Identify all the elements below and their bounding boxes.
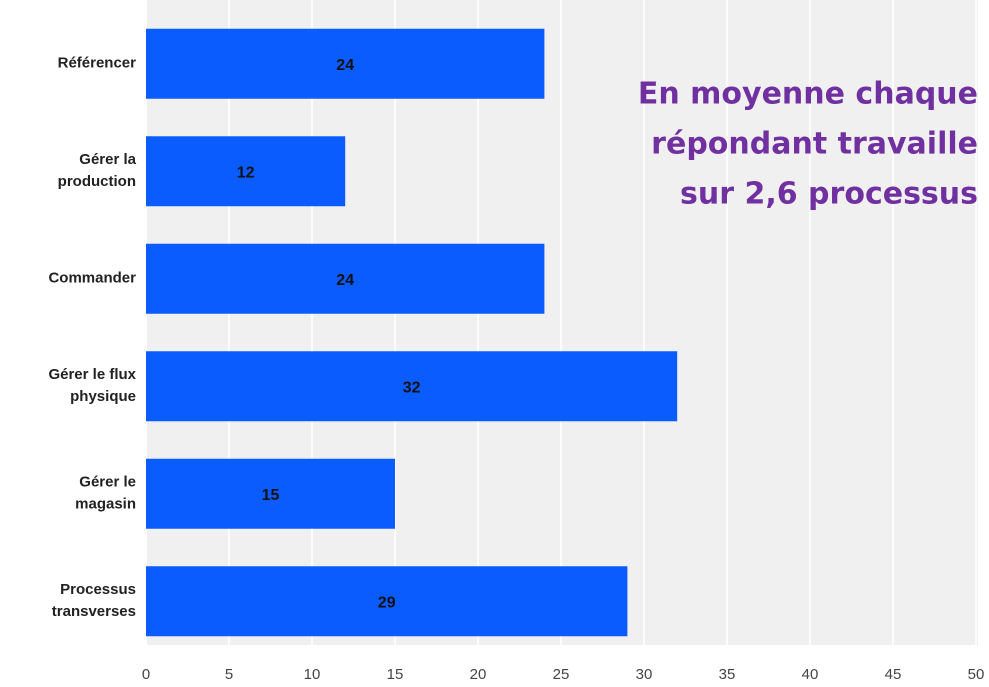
x-tick-label: 20 [470,666,487,683]
value-label: 15 [262,487,280,504]
value-label: 32 [403,379,421,396]
annotation: sur 2,6 processus [680,177,978,212]
x-tick-label: 50 [968,666,985,683]
value-label: 29 [378,594,396,611]
bar [146,351,678,422]
value-label: 12 [237,164,255,181]
value-label: 24 [336,57,354,74]
value-label: 24 [336,272,354,289]
annotation: répondant travaille [651,127,978,162]
x-tick-label: 35 [719,666,736,683]
x-tick-label: 30 [636,666,653,683]
x-tick-label: 0 [142,666,150,683]
y-tick-label: Gérer la [79,151,136,168]
bar [146,28,545,99]
x-tick-label: 10 [304,666,321,683]
bar [146,566,628,637]
bar [146,243,545,314]
y-tick-label: Commander [48,270,136,287]
y-tick-label: Gérer le flux [48,366,136,383]
bar [146,136,346,207]
x-tick-label: 25 [553,666,570,683]
x-tick-label: 45 [885,666,902,683]
x-tick-label: 15 [387,666,404,683]
y-tick-label: Processus [60,581,136,598]
annotation: En moyenne chaque [638,77,978,112]
y-tick-label: transverses [52,603,136,620]
x-tick-label: 40 [802,666,819,683]
plot-area [147,0,978,645]
y-tick-label: magasin [75,496,136,513]
y-tick-label: Référencer [58,55,137,72]
y-tick-label: Gérer le [79,474,136,491]
x-tick-label: 5 [225,666,233,683]
y-tick-label: physique [70,388,136,405]
y-tick-label: production [58,173,136,190]
bar [146,458,395,529]
